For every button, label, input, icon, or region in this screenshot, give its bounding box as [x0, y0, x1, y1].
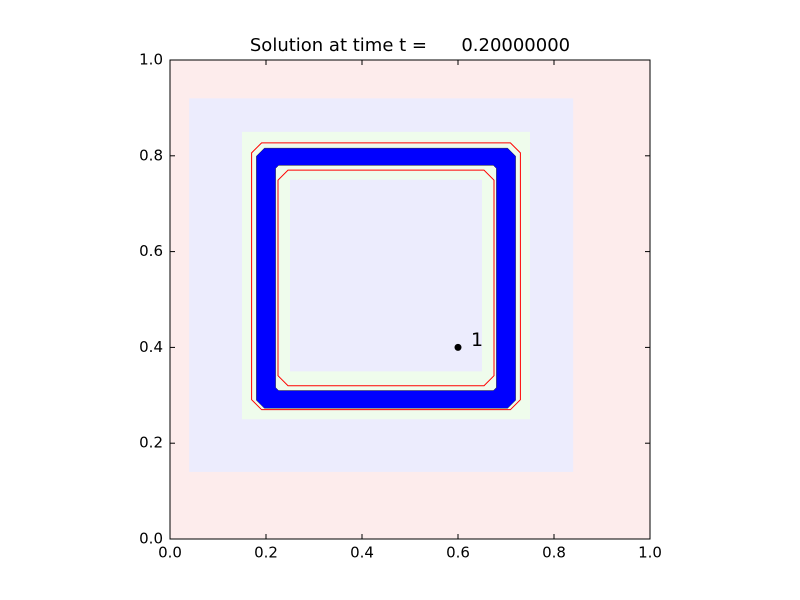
- x-tick-label: 1.0: [638, 544, 662, 562]
- solution-ring: [256, 147, 516, 409]
- x-tick-label: 0.4: [350, 544, 374, 562]
- y-tick-label: 0.0: [139, 530, 163, 548]
- x-tick-label: 0.2: [254, 544, 278, 562]
- contour-line: [251, 142, 521, 411]
- amr-patch: [290, 179, 482, 372]
- x-tick-label: 0.0: [158, 544, 182, 562]
- x-tick-label: 0.6: [446, 544, 470, 562]
- plot-frame: [169, 59, 651, 540]
- contour-line: [277, 169, 495, 387]
- chart-title: Solution at time t = 0.20000000: [250, 35, 570, 56]
- y-tick-label: 0.8: [139, 146, 163, 164]
- gauge-point: [454, 343, 462, 351]
- gauge-label: 1: [471, 329, 483, 351]
- y-tick-label: 0.6: [139, 242, 163, 260]
- y-tick-label: 0.4: [139, 338, 163, 356]
- y-tick-label: 1.0: [139, 51, 163, 69]
- y-tick-label: 0.2: [139, 434, 163, 452]
- x-tick-label: 0.8: [542, 544, 566, 562]
